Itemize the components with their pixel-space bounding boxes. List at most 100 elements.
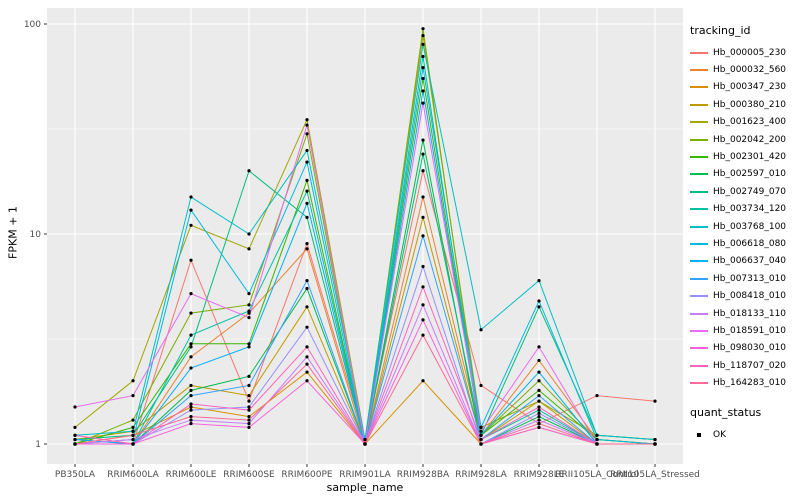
legend-label: Hb_001623_400 (713, 117, 787, 128)
data-point (305, 370, 309, 374)
legend-item-Hb_118707_020: Hb_118707_020 (690, 357, 800, 374)
data-point (421, 27, 425, 31)
x-tick-label: RRIM901LA (339, 470, 391, 480)
legend-key-line-icon (690, 307, 708, 321)
legend-item-Hb_018133_110: Hb_018133_110 (690, 305, 800, 322)
data-point (247, 342, 251, 346)
legend-label: Hb_118707_020 (713, 360, 787, 371)
data-point (189, 402, 193, 406)
data-point (537, 388, 541, 392)
data-point (305, 286, 309, 291)
data-point (189, 415, 193, 419)
data-point (247, 408, 251, 412)
legend-key-color (690, 260, 708, 263)
legend-item-Hb_018591_010: Hb_018591_010 (690, 322, 800, 339)
legend-title-tracking-id: tracking_id (690, 24, 751, 37)
legend-key-point-icon (690, 428, 708, 442)
data-point (247, 232, 251, 236)
data-point (479, 429, 483, 433)
legend-label: Hb_002042_200 (713, 134, 787, 145)
data-point (189, 223, 193, 227)
legend-key-color (690, 103, 708, 106)
data-point (73, 437, 77, 442)
data-point (189, 418, 193, 422)
legend-item-Hb_001623_400: Hb_001623_400 (690, 114, 800, 131)
data-point (537, 305, 541, 309)
legend-key-color (690, 382, 708, 385)
data-point (189, 366, 193, 370)
legend-label: Hb_003734_120 (713, 204, 787, 215)
data-point (421, 89, 425, 93)
data-point (479, 442, 483, 446)
data-point (247, 315, 251, 320)
data-point (247, 422, 251, 426)
data-point (189, 292, 193, 296)
data-point (189, 388, 193, 392)
y-tick-label: 100 (24, 20, 41, 30)
x-tick-label: RRIM600LE (166, 470, 217, 480)
legend-key-color (690, 329, 708, 332)
data-point (653, 399, 657, 403)
data-point (305, 132, 309, 136)
data-point (537, 418, 541, 422)
data-point (247, 374, 251, 378)
data-point (305, 247, 309, 251)
data-point (189, 355, 193, 359)
data-point (537, 379, 541, 383)
legend-label: Hb_007313_010 (713, 273, 787, 284)
legend-key-color (690, 190, 708, 193)
legend-key-color (690, 69, 708, 72)
legend-key-line-icon (690, 289, 708, 303)
data-point (305, 123, 309, 127)
legend-key-line-icon (690, 220, 708, 234)
data-point (305, 345, 309, 349)
legend-label: Hb_006618_080 (713, 238, 787, 249)
legend-item-Hb_002042_200: Hb_002042_200 (690, 131, 800, 148)
data-point (653, 442, 657, 446)
data-point (305, 325, 309, 329)
data-point (247, 418, 251, 422)
legend-label: Hb_002597_010 (713, 169, 787, 180)
data-point (131, 379, 135, 383)
data-point (189, 333, 193, 337)
legend-label: OK (713, 429, 726, 440)
data-point (421, 101, 425, 105)
legend-label: Hb_018133_110 (713, 308, 787, 319)
data-point (537, 425, 541, 429)
legend-item-quant-OK: OK (690, 426, 800, 443)
legend-label: Hb_000347_230 (713, 82, 787, 93)
legend-label: Hb_000032_560 (713, 65, 787, 76)
legend-item-Hb_164283_010: Hb_164283_010 (690, 374, 800, 391)
legend-item-Hb_000380_210: Hb_000380_210 (690, 96, 800, 113)
legend-item-Hb_007313_010: Hb_007313_010 (690, 270, 800, 287)
data-point (421, 264, 425, 269)
data-point (479, 437, 483, 442)
legend-label: Hb_002749_070 (713, 186, 787, 197)
legend-key-line-icon (690, 167, 708, 181)
data-point (131, 429, 135, 433)
data-point (595, 442, 599, 446)
data-point (421, 169, 425, 173)
legend-key-color (690, 138, 708, 141)
legend-key-color (690, 173, 708, 176)
data-point (247, 303, 251, 307)
data-point (247, 415, 251, 419)
data-point (189, 311, 193, 315)
x-axis-title: sample_name (326, 481, 404, 494)
legend-item-Hb_003734_120: Hb_003734_120 (690, 201, 800, 218)
data-point (305, 189, 309, 193)
legend-item-Hb_098030_010: Hb_098030_010 (690, 340, 800, 357)
data-point (247, 383, 251, 388)
data-point (421, 42, 425, 46)
legend-item-Hb_006637_040: Hb_006637_040 (690, 253, 800, 270)
x-tick-label: RRIM928LE (514, 470, 565, 480)
data-point (421, 215, 425, 219)
legend-label: Hb_164283_010 (713, 378, 787, 389)
legend-key-line-icon (690, 272, 708, 286)
x-tick-label: RRIM600SE (223, 470, 275, 480)
legend-key-line-icon (690, 150, 708, 164)
y-tick-label: 10 (30, 230, 42, 240)
legend-item-Hb_008418_010: Hb_008418_010 (690, 287, 800, 304)
data-point (479, 433, 483, 437)
data-point (305, 355, 309, 359)
